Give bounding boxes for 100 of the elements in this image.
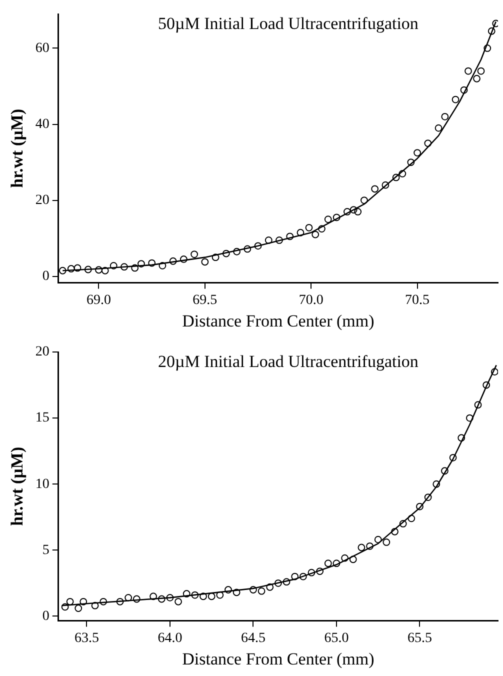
point xyxy=(180,256,188,263)
point xyxy=(296,228,304,236)
x-tick-label: 64.5 xyxy=(240,630,266,646)
x-tick-label: 69.5 xyxy=(192,292,218,308)
point xyxy=(477,67,485,75)
point xyxy=(232,588,240,596)
point xyxy=(200,592,207,600)
point xyxy=(490,368,498,376)
point xyxy=(158,262,166,270)
point xyxy=(166,594,174,602)
point xyxy=(354,208,362,216)
point xyxy=(312,230,320,238)
point xyxy=(66,598,74,606)
point xyxy=(441,467,448,475)
chart-title: 50µM Initial Load Ultracentrifugation xyxy=(158,14,419,33)
point xyxy=(398,170,406,178)
point xyxy=(332,214,340,222)
point xyxy=(150,592,158,600)
point xyxy=(182,590,190,598)
point xyxy=(488,27,496,35)
point xyxy=(484,44,492,52)
point xyxy=(382,538,390,546)
point xyxy=(318,225,326,233)
point xyxy=(358,544,366,552)
point xyxy=(74,604,82,612)
x-tick-label: 69.0 xyxy=(86,292,111,308)
x-axis-title: Distance From Center (mm) xyxy=(182,649,374,668)
point xyxy=(449,454,457,462)
point xyxy=(216,591,224,599)
point xyxy=(399,520,407,528)
point xyxy=(382,181,390,189)
point xyxy=(222,250,230,258)
point xyxy=(84,266,92,274)
point xyxy=(67,265,75,272)
y-axis-title: hr.wt (µM) xyxy=(8,446,27,526)
y-tick-label: 5 xyxy=(42,542,50,558)
point xyxy=(74,264,82,272)
point xyxy=(158,595,166,603)
point xyxy=(120,263,128,271)
point xyxy=(299,572,307,580)
point xyxy=(291,572,299,580)
point xyxy=(324,560,332,568)
point xyxy=(473,74,480,82)
point xyxy=(474,401,482,409)
y-axis-title: hr.wt (µM) xyxy=(8,108,27,188)
x-axis-title: Distance From Center (mm) xyxy=(182,311,374,330)
point xyxy=(464,67,472,75)
point xyxy=(434,124,442,132)
x-tick-label: 70.0 xyxy=(298,292,324,308)
point xyxy=(174,598,182,606)
point xyxy=(344,208,351,216)
x-tick-label: 64.0 xyxy=(158,630,182,646)
point xyxy=(116,598,124,606)
point xyxy=(414,149,421,156)
point xyxy=(407,158,415,166)
point xyxy=(366,542,374,550)
y-tick-label: 60 xyxy=(35,40,50,56)
point xyxy=(95,266,102,274)
x-tick-label: 70.5 xyxy=(405,292,430,308)
point xyxy=(305,224,313,232)
point xyxy=(264,236,272,244)
point xyxy=(324,216,332,224)
point xyxy=(349,556,357,564)
point xyxy=(212,254,220,262)
point xyxy=(276,236,283,244)
point xyxy=(391,528,398,536)
point xyxy=(308,568,316,576)
chart-title: 20µM Initial Load Ultracentrifugation xyxy=(158,352,419,371)
point xyxy=(190,250,198,258)
point xyxy=(374,536,382,544)
y-tick-label: 40 xyxy=(35,116,50,132)
y-tick-label: 20 xyxy=(35,192,50,208)
point xyxy=(441,112,449,120)
point xyxy=(371,185,379,193)
point xyxy=(61,603,69,611)
point xyxy=(350,206,358,214)
point xyxy=(250,586,257,594)
point xyxy=(424,494,432,501)
point xyxy=(169,257,177,265)
point xyxy=(58,266,66,274)
point xyxy=(224,586,232,594)
point xyxy=(100,598,108,606)
point xyxy=(274,579,282,587)
point xyxy=(316,568,324,575)
point xyxy=(460,86,468,94)
point xyxy=(466,414,474,422)
point xyxy=(432,480,440,488)
point xyxy=(233,248,240,256)
point xyxy=(101,266,109,274)
point xyxy=(266,583,274,591)
point xyxy=(282,578,290,586)
y-tick-label: 20 xyxy=(35,344,50,360)
x-tick-label: 65.5 xyxy=(407,630,432,646)
y-tick-label: 15 xyxy=(35,410,50,426)
point xyxy=(132,595,140,603)
point xyxy=(341,554,349,562)
point xyxy=(258,587,266,595)
point xyxy=(482,381,490,389)
point xyxy=(201,258,209,266)
point xyxy=(332,560,340,568)
